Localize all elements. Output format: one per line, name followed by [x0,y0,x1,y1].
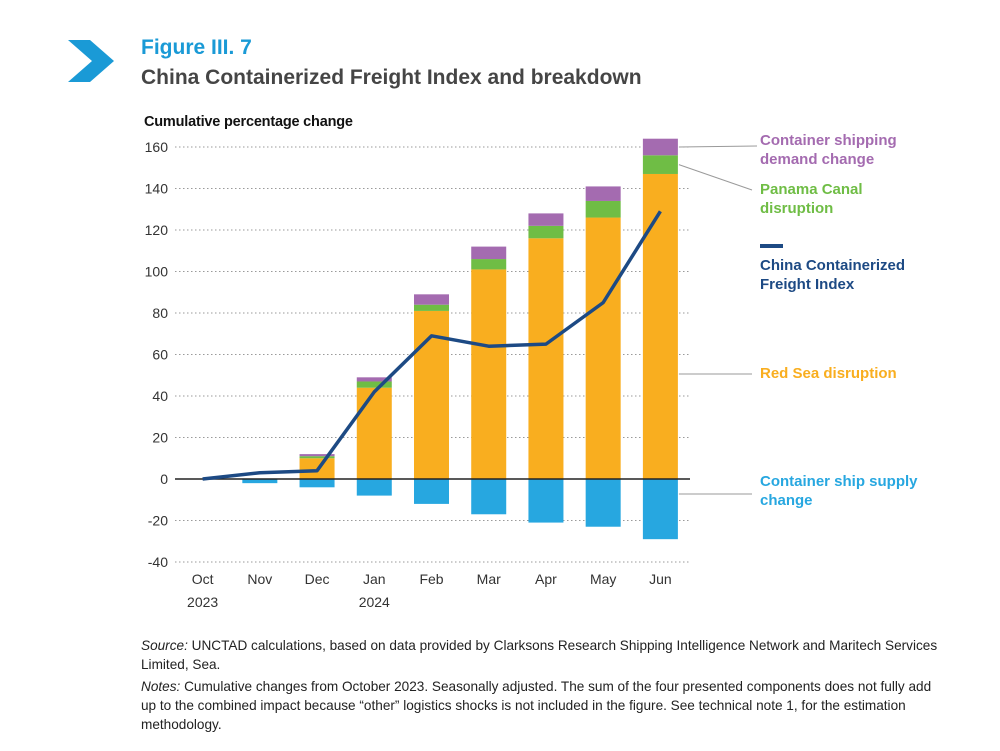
x-tick-label: Mar [477,571,501,587]
bar-container-shipping-demand-change [528,213,564,226]
legend-leader-line [678,145,758,148]
legend-label: Red Sea disruption [760,365,897,382]
y-tick-label: 80 [152,305,168,321]
notes-note: Notes: Cumulative changes from October 2… [141,677,941,734]
x-tick-label: May [590,571,616,587]
bar-panama-canal-disruption [414,304,449,311]
bar-red-sea-disruption [528,238,564,479]
freight-index-line [202,210,662,481]
source-note: Source: UNCTAD calculations, based on da… [141,636,941,674]
bar-panama-canal-disruption [585,200,621,218]
notes-text: Cumulative changes from October 2023. Se… [141,679,932,732]
bar-red-sea-disruption [356,387,392,479]
x-tick-year: 2024 [359,594,390,610]
y-axis-label: Cumulative percentage change [144,114,353,130]
notes-lead: Notes: [141,679,181,694]
legend-label: Freight Index [760,276,855,293]
legend-label: Container shipping [760,132,897,149]
legend-label: change [760,492,813,509]
y-tick-label: -40 [148,554,168,570]
x-tick-label: Apr [535,571,557,587]
x-tick-label: Jun [649,571,672,587]
bar-supply-change [642,479,678,540]
legend-label: Container ship supply [760,473,918,490]
bar-container-shipping-demand-change [585,186,621,201]
y-tick-label: 140 [145,181,169,197]
bar-supply-change [585,479,621,527]
source-text: UNCTAD calculations, based on data provi… [141,638,938,672]
y-tick-label: 0 [160,471,168,487]
x-tick-year: 2023 [187,594,218,610]
bar-red-sea-disruption [471,269,507,479]
bar-panama-canal-disruption [356,381,392,388]
bar-supply-change [242,479,278,484]
legend-label: disruption [760,200,833,217]
bar-panama-canal-disruption [642,155,678,174]
x-tick-label: Oct [192,571,214,587]
figure-title: China Containerized Freight Index and br… [141,66,642,89]
legend-label: demand change [760,151,874,168]
bar-supply-change [528,479,564,523]
legend-label: China Containerized [760,257,905,274]
y-tick-label: -20 [148,513,168,529]
bar-container-shipping-demand-change [299,454,335,457]
chevron-right-arrow-icon [68,40,114,82]
x-tick-label: Feb [419,571,443,587]
x-tick-label: Nov [247,571,272,587]
figure-label: Figure III. 7 [141,36,252,59]
bar-supply-change [414,479,449,504]
y-tick-label: 120 [145,222,169,238]
bar-supply-change [356,479,392,496]
bar-container-shipping-demand-change [414,294,449,305]
bar-red-sea-disruption [585,217,621,480]
bar-container-shipping-demand-change [642,138,678,156]
bar-container-shipping-demand-change [471,246,507,260]
bar-red-sea-disruption [642,173,678,479]
bar-panama-canal-disruption [299,456,335,459]
legend-leader-line [678,164,753,191]
y-tick-label: 40 [152,388,168,404]
bar-panama-canal-disruption [471,259,507,270]
x-tick-label: Jan [363,571,386,587]
bar-panama-canal-disruption [528,225,564,239]
bar-supply-change [299,479,335,488]
bar-container-shipping-demand-change [356,377,392,382]
source-lead: Source: [141,638,188,653]
y-tick-label: 160 [145,139,169,155]
y-tick-label: 100 [145,264,169,280]
bar-supply-change [471,479,507,515]
x-tick-label: Dec [305,571,330,587]
legend-label: Panama Canal [760,181,863,198]
y-tick-label: 60 [152,347,168,363]
y-tick-label: 20 [152,430,168,446]
